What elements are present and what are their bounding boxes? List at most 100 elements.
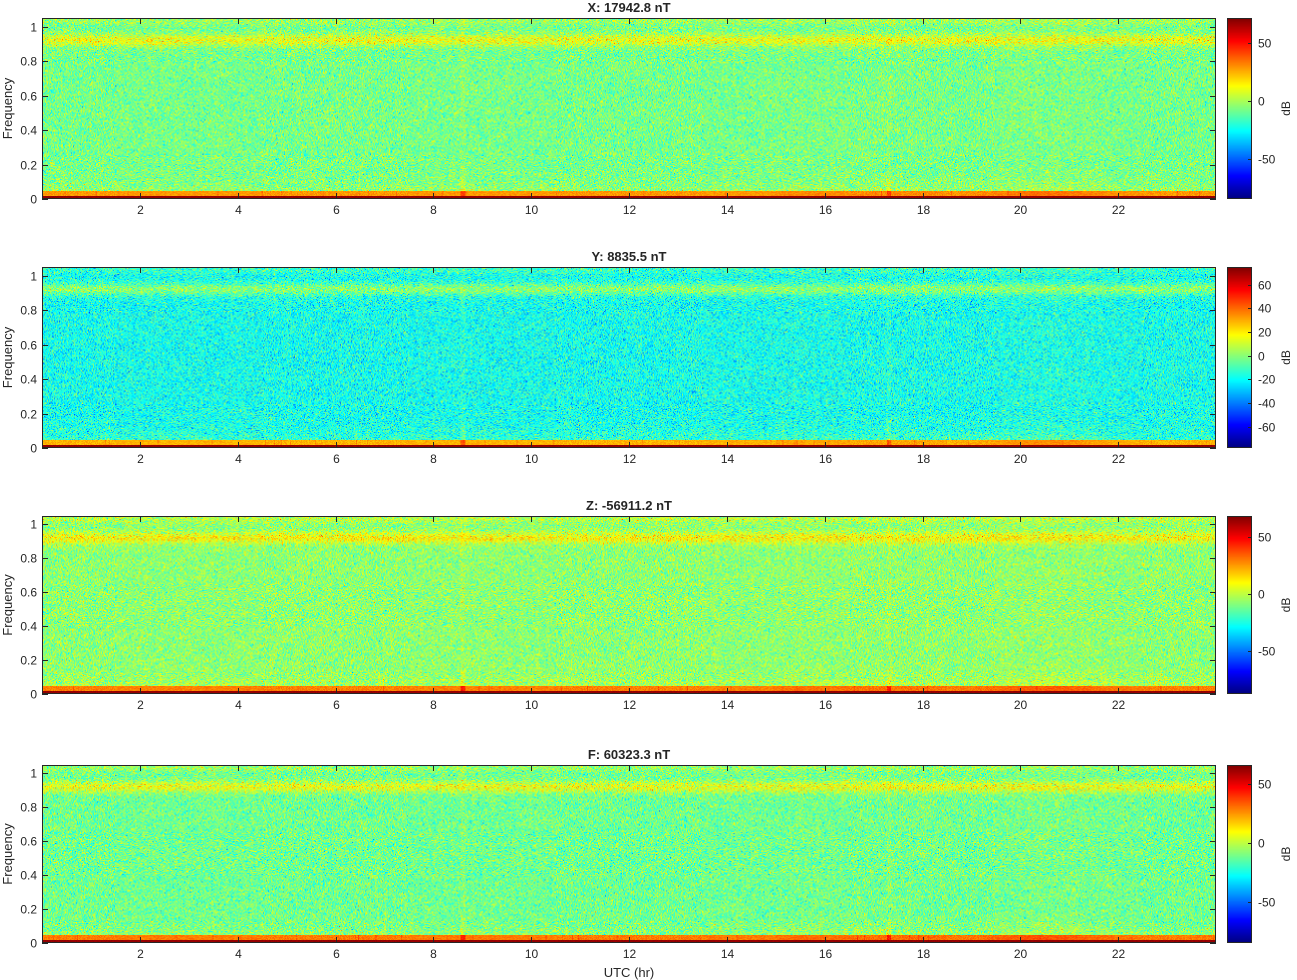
- x-tick-label: 20: [1014, 698, 1028, 712]
- y-axis-label: Frequency: [0, 574, 15, 636]
- y-tick-label: 0.2: [20, 903, 37, 917]
- y-tick-label: 1: [30, 767, 37, 781]
- x-tick-label: 20: [1014, 452, 1028, 466]
- x-tick-label: 10: [525, 452, 539, 466]
- x-tick-label: 16: [819, 698, 833, 712]
- x-tick-label: 6: [333, 452, 340, 466]
- y-tick-label: 0: [30, 193, 37, 207]
- x-tick-label: 2: [137, 452, 144, 466]
- x-tick-label: 22: [1112, 947, 1126, 961]
- y-tick-label: 0.8: [20, 801, 37, 815]
- x-tick-label: 22: [1112, 698, 1126, 712]
- x-tick-label: 16: [819, 947, 833, 961]
- colorbar-gradient: [1227, 267, 1252, 448]
- x-tick-label: 2: [137, 698, 144, 712]
- x-tick-label: 8: [430, 203, 437, 217]
- colorbar-gradient: [1227, 765, 1252, 943]
- x-tick-label: 4: [235, 947, 242, 961]
- panel-title: Y: 8835.5 nT: [592, 249, 667, 264]
- colorbar-tick-label: -50: [1258, 896, 1276, 910]
- y-tick-label: 0.6: [20, 835, 37, 849]
- x-tick-label: 6: [333, 203, 340, 217]
- spectrogram-image: [42, 516, 1216, 694]
- colorbar-tick-label: 0: [1258, 350, 1265, 364]
- x-tick-label: 10: [525, 947, 539, 961]
- colorbar-gradient: [1227, 18, 1252, 199]
- x-tick-label: 4: [235, 203, 242, 217]
- x-tick-label: 22: [1112, 203, 1126, 217]
- x-tick-label: 10: [525, 203, 539, 217]
- colorbar-tick-label: 0: [1258, 837, 1265, 851]
- y-tick-label: 0: [30, 688, 37, 702]
- y-tick-label: 1: [30, 21, 37, 35]
- x-tick-label: 12: [623, 698, 637, 712]
- x-tick-label: 4: [235, 698, 242, 712]
- colorbar-box: [1227, 516, 1252, 694]
- x-tick-label: 10: [525, 698, 539, 712]
- x-tick-label: 8: [430, 452, 437, 466]
- y-tick-label: 1: [30, 270, 37, 284]
- y-tick-label: 0.6: [20, 586, 37, 600]
- y-tick-label: 0.8: [20, 55, 37, 69]
- x-axis-label: UTC (hr): [604, 965, 655, 980]
- y-axis-label: Frequency: [0, 77, 15, 139]
- colorbar-tick-label: -50: [1258, 645, 1276, 659]
- y-tick-label: 0: [30, 442, 37, 456]
- y-tick-label: 0.4: [20, 869, 37, 883]
- x-tick-label: 20: [1014, 203, 1028, 217]
- x-tick-label: 22: [1112, 452, 1126, 466]
- x-tick-label: 14: [721, 698, 735, 712]
- y-tick-label: 0: [30, 937, 37, 951]
- colorbar-box: [1227, 267, 1252, 448]
- x-tick-label: 16: [819, 203, 833, 217]
- colorbar-tick-label: -60: [1258, 421, 1276, 435]
- x-tick-label: 18: [917, 452, 931, 466]
- colorbar-tick-label: 0: [1258, 95, 1265, 109]
- y-tick-label: 0.2: [20, 408, 37, 422]
- plot-axes-box: [42, 18, 1216, 199]
- x-tick-label: 18: [917, 203, 931, 217]
- spectrogram-image: [42, 267, 1216, 448]
- x-tick-label: 8: [430, 698, 437, 712]
- colorbar-tick-label: 20: [1258, 326, 1272, 340]
- x-tick-label: 6: [333, 947, 340, 961]
- x-tick-label: 6: [333, 698, 340, 712]
- plot-axes-box: [42, 516, 1216, 694]
- colorbar-gradient: [1227, 516, 1252, 694]
- x-tick-label: 12: [623, 203, 637, 217]
- y-tick-label: 0.2: [20, 654, 37, 668]
- y-axis-label: Frequency: [0, 326, 15, 388]
- spectrogram-image: [42, 765, 1216, 943]
- y-tick-label: 0.4: [20, 124, 37, 138]
- y-tick-label: 0.4: [20, 620, 37, 634]
- y-tick-label: 0.8: [20, 304, 37, 318]
- colorbar-label: dB: [1279, 101, 1293, 116]
- x-tick-label: 12: [623, 452, 637, 466]
- y-tick-label: 0.6: [20, 339, 37, 353]
- colorbar-tick-label: -40: [1258, 397, 1276, 411]
- colorbar-tick-label: 50: [1258, 778, 1272, 792]
- x-tick-label: 14: [721, 947, 735, 961]
- panel-title: X: 17942.8 nT: [587, 0, 670, 15]
- colorbar-tick-label: 0: [1258, 588, 1265, 602]
- colorbar-tick-label: 50: [1258, 37, 1272, 51]
- colorbar-tick-label: -50: [1258, 153, 1276, 167]
- y-axis-label: Frequency: [0, 823, 15, 885]
- colorbar-label: dB: [1279, 847, 1293, 862]
- panel-title: Z: -56911.2 nT: [586, 498, 672, 513]
- x-tick-label: 2: [137, 203, 144, 217]
- x-tick-label: 14: [721, 452, 735, 466]
- panel-title: F: 60323.3 nT: [588, 747, 670, 762]
- x-tick-label: 18: [917, 947, 931, 961]
- colorbar-label: dB: [1279, 350, 1293, 365]
- plot-axes-box: [42, 765, 1216, 943]
- y-tick-label: 1: [30, 518, 37, 532]
- y-tick-label: 0.2: [20, 159, 37, 173]
- y-tick-label: 0.6: [20, 90, 37, 104]
- colorbar-tick-label: 50: [1258, 531, 1272, 545]
- x-tick-label: 12: [623, 947, 637, 961]
- x-tick-label: 8: [430, 947, 437, 961]
- colorbar-tick-label: -20: [1258, 373, 1276, 387]
- colorbar-box: [1227, 765, 1252, 943]
